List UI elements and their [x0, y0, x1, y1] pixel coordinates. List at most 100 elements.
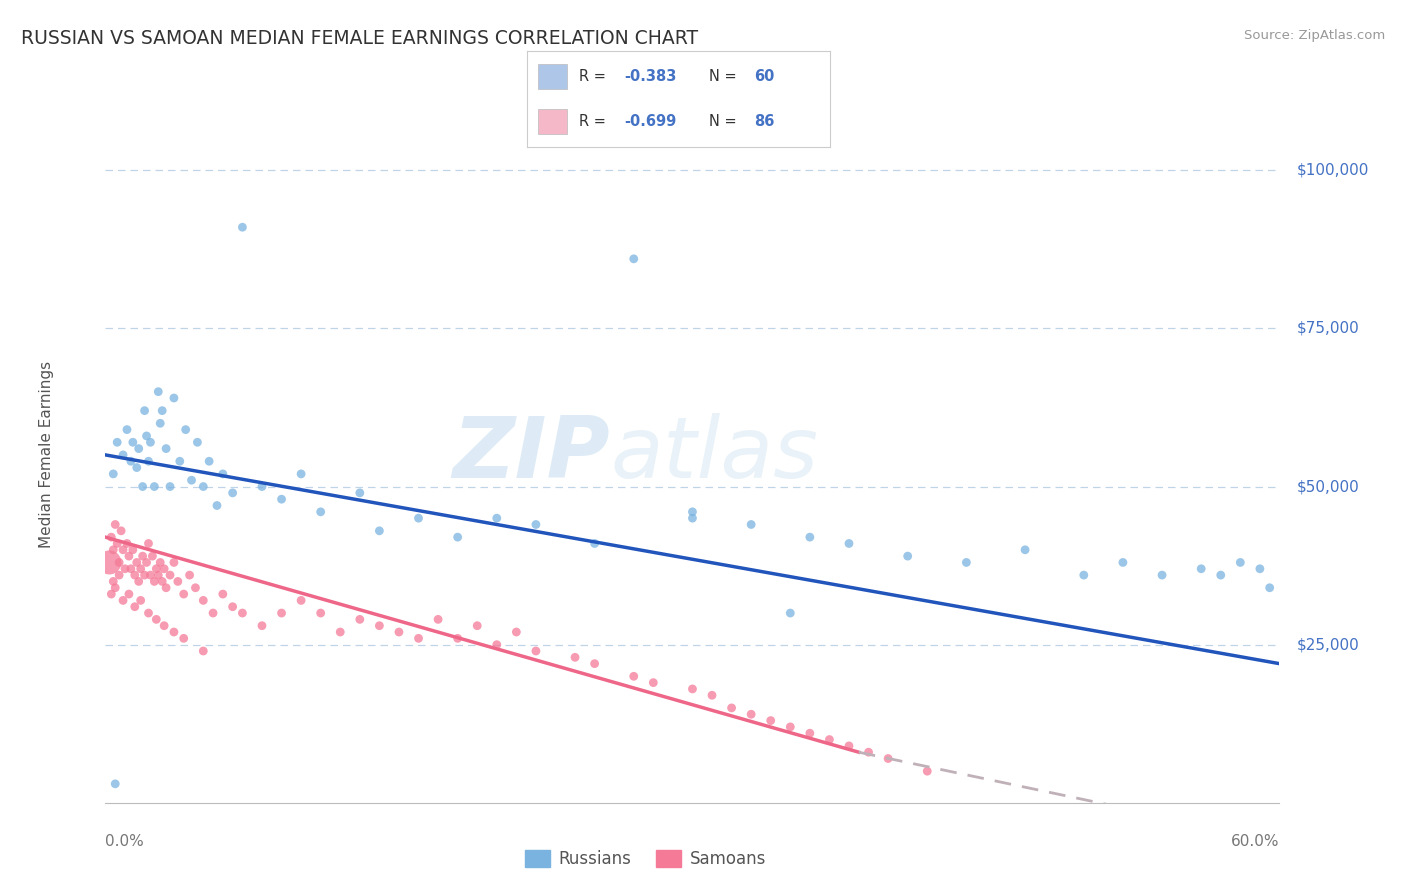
Point	[141, 549, 163, 563]
Point	[131, 479, 153, 493]
Point	[877, 751, 900, 765]
Point	[105, 435, 128, 450]
Point	[524, 644, 547, 658]
Point	[104, 777, 127, 791]
Point	[131, 549, 153, 563]
Point	[125, 556, 148, 570]
Point	[1209, 568, 1232, 582]
Point	[103, 574, 125, 589]
Point	[1073, 568, 1095, 582]
Point	[779, 606, 801, 620]
Point	[110, 524, 132, 538]
Text: Median Female Earnings: Median Female Earnings	[39, 361, 55, 549]
Point	[143, 574, 166, 589]
Text: N =: N =	[709, 70, 741, 85]
Text: 60: 60	[754, 70, 775, 85]
Point	[184, 581, 207, 595]
Point	[211, 467, 233, 481]
Point	[818, 732, 841, 747]
Point	[1189, 562, 1212, 576]
Point	[163, 391, 186, 405]
Point	[179, 568, 201, 582]
Point	[108, 568, 131, 582]
Point	[150, 403, 173, 417]
Point	[120, 454, 142, 468]
Point	[118, 587, 141, 601]
Point	[112, 542, 135, 557]
Text: RUSSIAN VS SAMOAN MEDIAN FEMALE EARNINGS CORRELATION CHART: RUSSIAN VS SAMOAN MEDIAN FEMALE EARNINGS…	[21, 29, 699, 47]
Point	[309, 606, 332, 620]
Point	[1249, 562, 1271, 576]
Text: ZIP: ZIP	[453, 413, 610, 497]
Text: $25,000: $25,000	[1298, 637, 1360, 652]
Point	[114, 562, 136, 576]
Point	[408, 511, 430, 525]
Point	[155, 442, 177, 456]
Point	[134, 403, 156, 417]
Point	[408, 632, 430, 646]
Point	[129, 562, 152, 576]
Text: 86: 86	[754, 113, 775, 128]
Point	[112, 448, 135, 462]
Text: R =: R =	[579, 70, 610, 85]
Point	[163, 556, 186, 570]
Point	[145, 612, 167, 626]
Point	[139, 435, 162, 450]
Point	[104, 517, 127, 532]
Text: 0.0%: 0.0%	[105, 834, 145, 849]
FancyBboxPatch shape	[538, 64, 567, 89]
Point	[1112, 556, 1135, 570]
Point	[505, 625, 527, 640]
Point	[740, 707, 762, 722]
Point	[193, 479, 215, 493]
Point	[1258, 581, 1281, 595]
Point	[138, 606, 160, 620]
FancyBboxPatch shape	[538, 109, 567, 134]
Point	[329, 625, 352, 640]
Point	[115, 536, 138, 550]
Point	[138, 454, 160, 468]
Point	[153, 618, 176, 632]
Point	[643, 675, 665, 690]
Point	[446, 632, 468, 646]
Point	[180, 473, 202, 487]
Point	[270, 492, 292, 507]
Point	[623, 252, 645, 266]
Point	[148, 384, 170, 399]
Point	[120, 562, 142, 576]
Point	[231, 606, 253, 620]
Point	[427, 612, 450, 626]
Text: -0.699: -0.699	[624, 113, 676, 128]
Point	[149, 556, 172, 570]
Point	[103, 467, 125, 481]
Point	[524, 517, 547, 532]
Point	[446, 530, 468, 544]
Point	[166, 574, 188, 589]
Point	[100, 587, 122, 601]
Point	[105, 536, 128, 550]
Point	[150, 574, 173, 589]
Point	[485, 638, 508, 652]
Point	[465, 618, 488, 632]
Point	[173, 632, 195, 646]
Point	[1229, 556, 1251, 570]
Point	[121, 542, 143, 557]
Point	[139, 568, 162, 582]
Point	[112, 593, 135, 607]
Point	[108, 556, 131, 570]
Text: -0.383: -0.383	[624, 70, 676, 85]
Point	[700, 688, 723, 702]
Point	[159, 568, 181, 582]
Point	[121, 435, 143, 450]
Point	[564, 650, 586, 665]
Point	[270, 606, 292, 620]
Point	[128, 574, 150, 589]
Point	[779, 720, 801, 734]
Text: N =: N =	[709, 113, 741, 128]
Point	[349, 612, 371, 626]
Point	[583, 536, 606, 550]
Point	[858, 745, 880, 759]
Point	[368, 524, 391, 538]
Point	[740, 517, 762, 532]
Point	[799, 530, 821, 544]
